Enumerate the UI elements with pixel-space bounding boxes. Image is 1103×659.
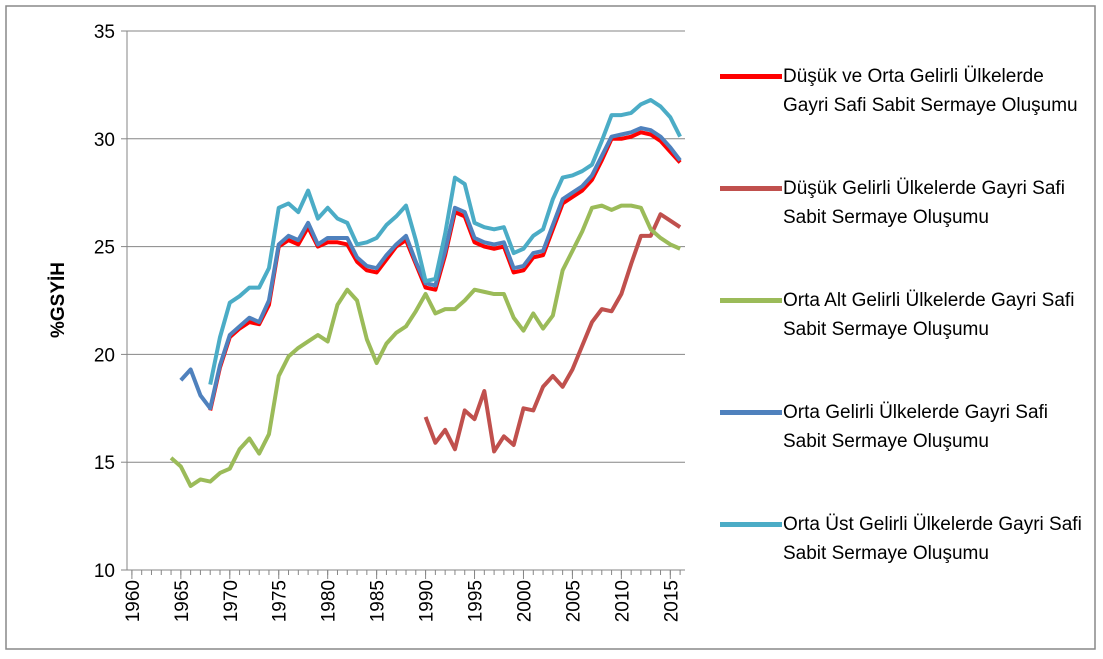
x-tick-label: 1960: [123, 580, 144, 622]
legend-label: Orta Alt Gelirli Ülkelerde Gayri Safi Sa…: [783, 290, 1075, 340]
y-tick-label: 35: [94, 22, 115, 43]
x-tick-label: 1965: [172, 580, 193, 622]
x-tick-label: 2005: [563, 580, 584, 622]
legend-entry: Orta Gelirli Ülkelerde Gayri Safi Sabit …: [720, 398, 1090, 510]
legend-label: Düşük ve Orta Gelirli Ülkelerde Gayri Sa…: [783, 66, 1078, 116]
y-axis-label: %GSYİH: [48, 262, 69, 338]
legend-swatch: [720, 74, 782, 79]
legend-swatch: [720, 522, 782, 527]
series-line: [169, 203, 681, 488]
y-tick-label: 20: [94, 345, 115, 366]
x-tick-label: 1990: [417, 580, 438, 622]
chart-border: [5, 5, 1096, 650]
legend-swatch: [720, 186, 782, 191]
x-tick-label: 1980: [319, 580, 340, 622]
legend-label: Orta Üst Gelirli Ülkelerde Gayri Safi Sa…: [783, 514, 1082, 564]
legend-entry: Orta Üst Gelirli Ülkelerde Gayri Safi Sa…: [720, 510, 1090, 622]
legend-label: Orta Gelirli Ülkelerde Gayri Safi Sabit …: [783, 402, 1049, 452]
legend-swatch: [720, 410, 782, 415]
series-line: [179, 126, 682, 411]
legend-label: Düşük Gelirli Ülkelerde Gayri Safi Sabit…: [783, 178, 1065, 228]
series-line: [423, 212, 682, 454]
y-tick-label: 15: [94, 453, 115, 474]
x-tick-label: 1970: [221, 580, 242, 622]
x-tick-label: 1985: [368, 580, 389, 622]
y-tick-label: 25: [94, 238, 115, 259]
legend-swatch: [720, 298, 782, 303]
x-tick-label: 2010: [612, 580, 633, 622]
legend-entry: Düşük ve Orta Gelirli Ülkelerde Gayri Sa…: [720, 62, 1090, 174]
y-tick-label: 30: [94, 130, 115, 151]
x-tick-label: 1995: [466, 580, 487, 622]
legend-entry: Orta Alt Gelirli Ülkelerde Gayri Safi Sa…: [720, 286, 1090, 398]
y-tick-label: 10: [94, 561, 115, 582]
legend: Düşük ve Orta Gelirli Ülkelerde Gayri Sa…: [720, 62, 1090, 622]
series-line: [208, 97, 682, 385]
legend-entry: Düşük Gelirli Ülkelerde Gayri Safi Sabit…: [720, 174, 1090, 286]
x-tick-label: 2015: [661, 580, 682, 622]
x-tick-label: 1975: [270, 580, 291, 622]
x-tick-label: 2000: [514, 580, 535, 622]
